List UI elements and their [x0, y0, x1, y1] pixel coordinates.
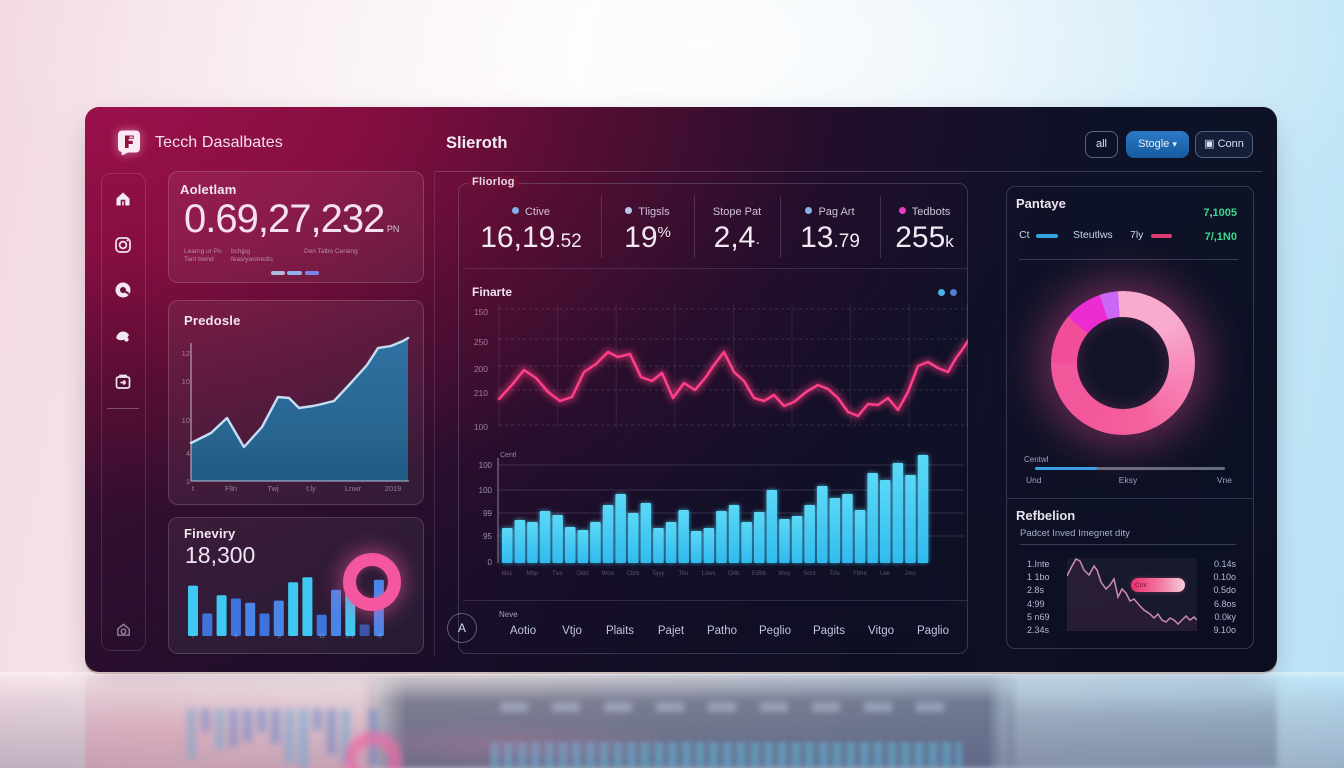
svg-text:Sont: Sont — [803, 571, 816, 577]
svg-text:100: 100 — [479, 461, 493, 470]
svg-text:t: t — [192, 484, 195, 493]
svg-text:4: 4 — [234, 634, 238, 638]
svg-text:11: 11 — [319, 634, 326, 638]
svg-text:10: 10 — [182, 377, 190, 386]
svg-text:1-1: 1-1 — [346, 634, 355, 638]
svg-text:2019: 2019 — [385, 484, 402, 493]
svg-text:Lee: Lee — [880, 571, 891, 577]
svg-text:-8: -8 — [376, 634, 382, 638]
svg-text:1: 1 — [186, 477, 190, 486]
svg-text:Mbp: Mbp — [526, 571, 538, 577]
svg-text:Jmo: Jmo — [905, 571, 917, 577]
svg-text:Lnwr: Lnwr — [345, 484, 362, 493]
svg-text:150: 150 — [474, 307, 488, 317]
svg-text:t: t — [192, 634, 194, 638]
svg-text:4: 4 — [186, 449, 190, 458]
svg-text:250: 250 — [474, 337, 488, 347]
svg-text:Orlb: Orlb — [728, 571, 740, 577]
svg-text:0: 0 — [488, 558, 493, 567]
svg-text:Mss: Mss — [502, 571, 513, 577]
svg-text:Tayy: Tayy — [652, 571, 664, 577]
svg-text:100: 100 — [479, 486, 493, 495]
svg-text:99: 99 — [483, 509, 492, 518]
svg-text:Tsls: Tsls — [829, 571, 839, 577]
svg-text:210: 210 — [474, 388, 488, 398]
svg-text:Twj: Twj — [267, 484, 279, 493]
svg-text:95: 95 — [483, 532, 492, 541]
svg-text:Cbrb: Cbrb — [626, 571, 640, 577]
svg-text:u: u — [277, 634, 280, 638]
svg-text:10: 10 — [182, 416, 190, 425]
svg-text:t.ly: t.ly — [306, 484, 316, 493]
svg-text:Edbb: Edbb — [752, 571, 767, 577]
svg-text:100: 100 — [474, 422, 488, 432]
svg-text:Woo: Woo — [602, 571, 615, 577]
svg-text:Okbi: Okbi — [576, 571, 588, 577]
svg-text:200: 200 — [474, 364, 488, 374]
svg-text:Centl: Centl — [500, 452, 517, 459]
svg-text:Ybhe: Ybhe — [853, 571, 868, 577]
svg-text:12: 12 — [182, 349, 190, 358]
svg-text:Fllri: Fllri — [225, 484, 237, 493]
svg-text:Lows: Lows — [702, 571, 716, 577]
svg-text:Woy: Woy — [778, 571, 790, 577]
svg-text:Tivs: Tivs — [552, 571, 563, 577]
svg-text:Titu: Titu — [679, 571, 689, 577]
